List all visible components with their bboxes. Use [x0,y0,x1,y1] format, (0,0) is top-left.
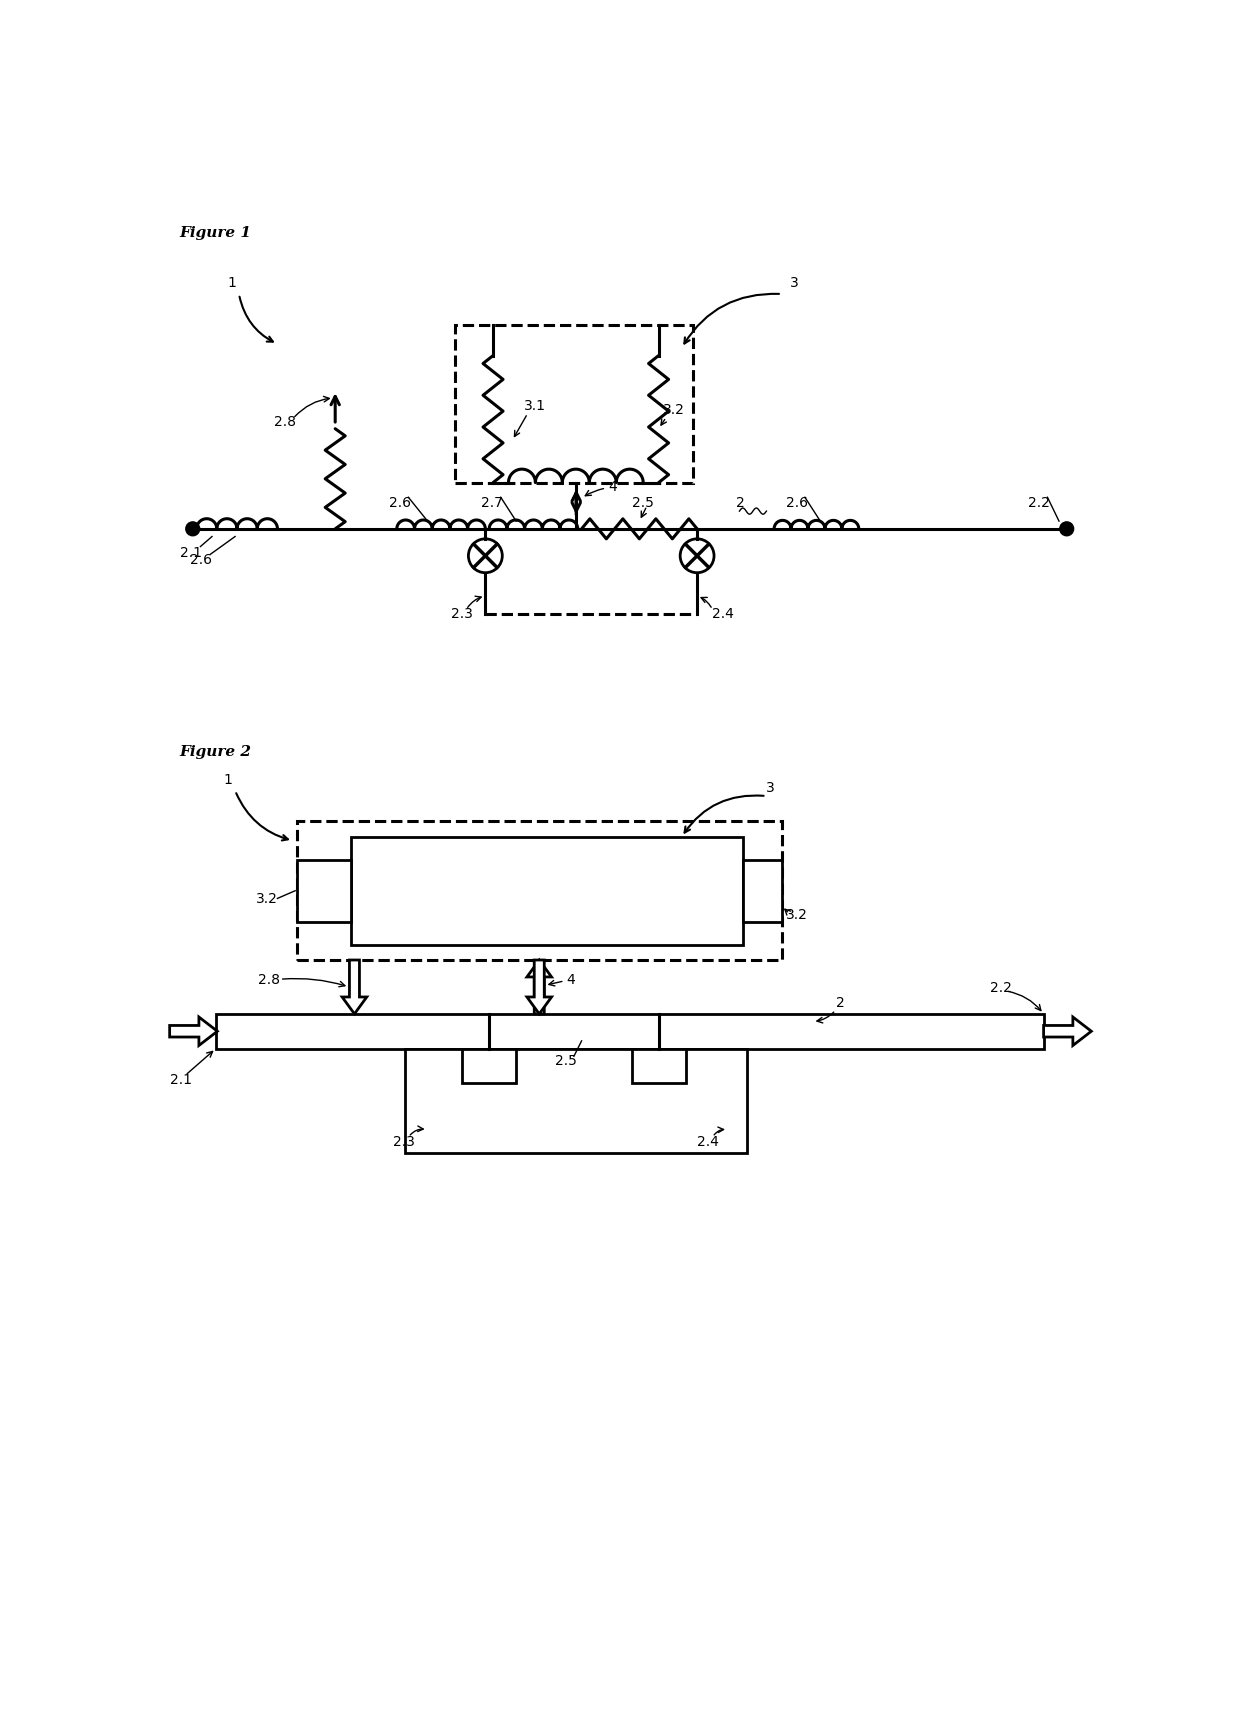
Circle shape [1060,523,1074,537]
Bar [455,326,693,483]
Text: 3: 3 [766,779,775,795]
Text: 2.4: 2.4 [697,1134,719,1148]
Text: Figure 2: Figure 2 [180,745,252,759]
Circle shape [186,523,200,537]
Text: 1: 1 [227,275,237,289]
Text: 4: 4 [567,973,575,987]
Text: 2.6: 2.6 [389,495,412,509]
Text: 2.1: 2.1 [170,1072,192,1086]
Text: 2.3: 2.3 [393,1134,415,1148]
Text: 2.3: 2.3 [450,606,472,622]
Bar [463,1050,516,1084]
Text: 3.2: 3.2 [786,908,807,921]
Text: 2.7: 2.7 [481,495,503,509]
Text: 2.6: 2.6 [191,553,212,566]
Text: 3.2: 3.2 [255,892,278,906]
Text: 2.5: 2.5 [631,495,653,509]
Bar [631,1050,686,1084]
Text: 2.8: 2.8 [258,973,280,987]
Text: 1: 1 [223,772,232,786]
Bar [296,861,351,921]
Text: 2: 2 [735,495,744,509]
Text: 2: 2 [836,996,844,1010]
Text: 3.2: 3.2 [662,404,684,417]
Polygon shape [342,961,367,1015]
Polygon shape [527,961,552,1015]
Text: 3: 3 [790,275,799,289]
Text: 3.1: 3.1 [523,400,546,414]
Text: 2.2: 2.2 [990,980,1012,994]
Text: 2.1: 2.1 [180,546,202,559]
Bar [296,823,781,961]
Bar [216,1015,1044,1050]
Polygon shape [1044,1017,1091,1046]
Text: 2.8: 2.8 [274,414,295,428]
Text: 2.6: 2.6 [786,495,807,509]
Bar [351,837,743,946]
Bar [404,1050,748,1154]
Circle shape [681,540,714,573]
Text: 2.4: 2.4 [713,606,734,622]
Bar [743,861,781,921]
Polygon shape [527,961,552,1015]
Text: Figure 1: Figure 1 [180,225,252,239]
Text: 2.2: 2.2 [1028,495,1050,509]
Polygon shape [170,1017,217,1046]
Text: 4: 4 [609,480,618,494]
Text: 2.5: 2.5 [554,1053,577,1067]
Circle shape [469,540,502,573]
